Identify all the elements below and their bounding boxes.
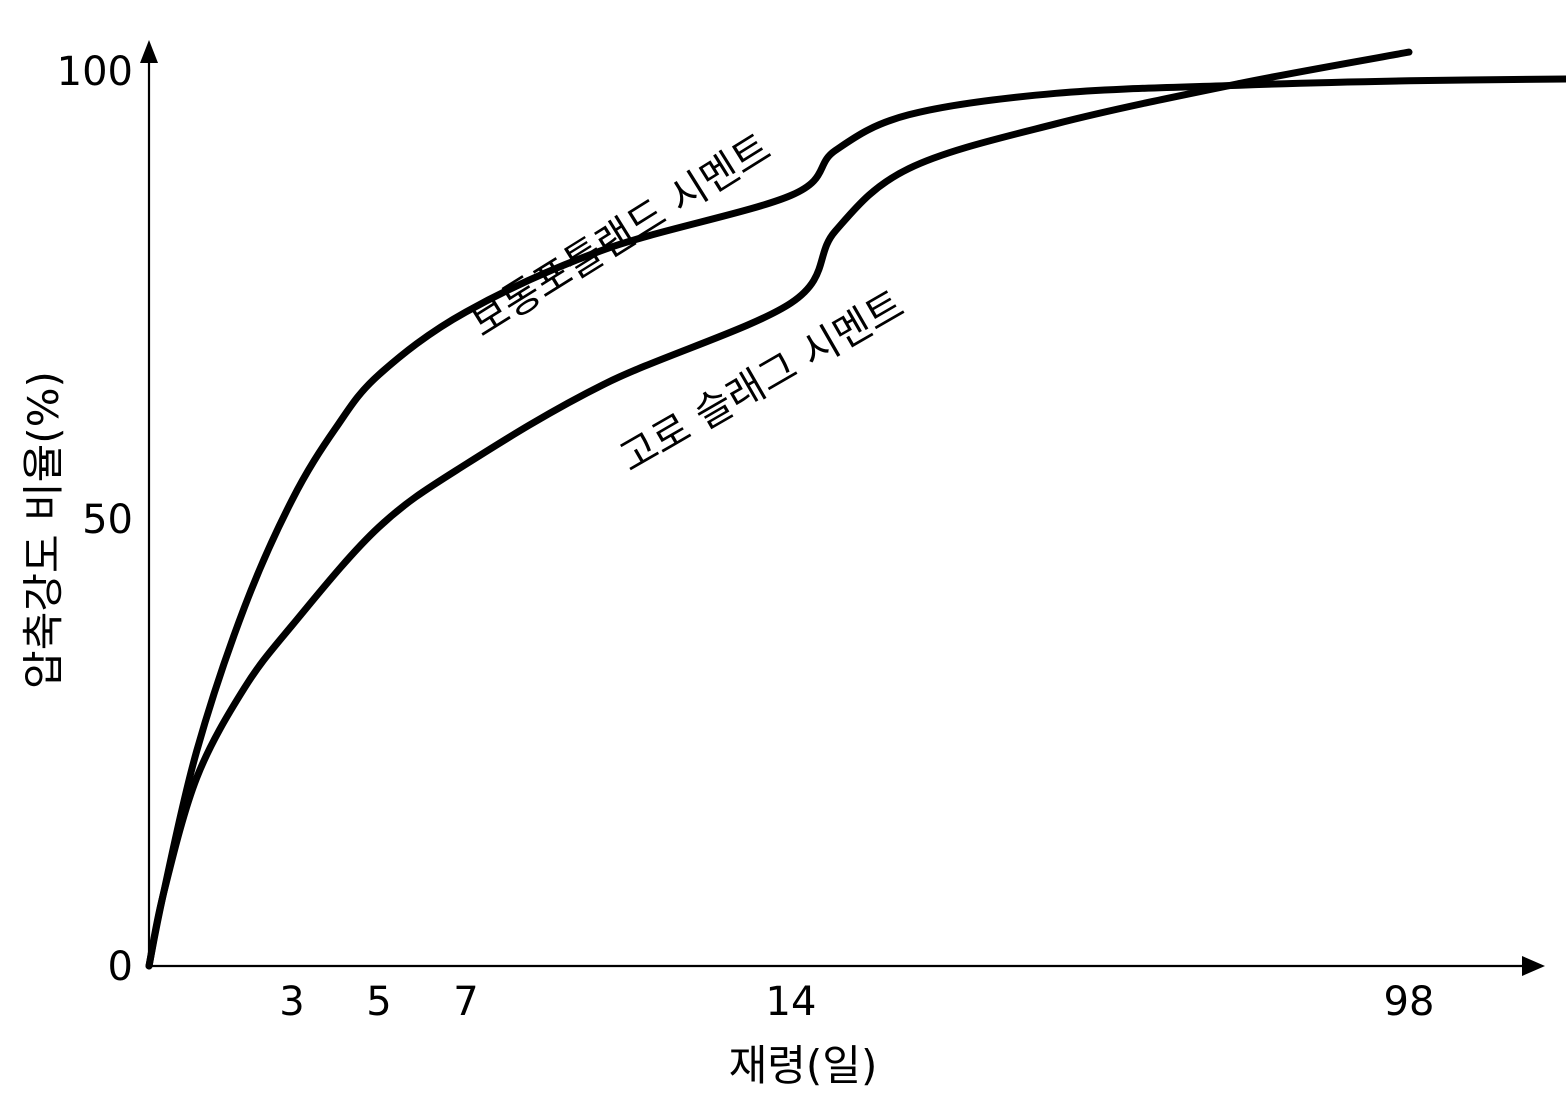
x-tick-label: 14 bbox=[766, 979, 817, 1025]
series-label-ordinary-portland-cement: 보통포틀랜드 시멘트 bbox=[463, 125, 779, 346]
series-line-ordinary-portland-cement bbox=[145, 75, 1566, 970]
y-tick-label: 0 bbox=[108, 944, 133, 990]
x-tick-label: 7 bbox=[453, 979, 478, 1025]
x-tick-label: 5 bbox=[366, 979, 391, 1025]
x-tick-label: 3 bbox=[279, 979, 304, 1025]
x-axis-arrowhead bbox=[1522, 956, 1545, 976]
y-axis-title: 압축강도 비율(%) bbox=[19, 371, 68, 689]
x-tick-label: 98 bbox=[1384, 979, 1435, 1025]
x-axis-title: 재령(일) bbox=[729, 1041, 878, 1090]
y-tick-label: 50 bbox=[82, 497, 133, 543]
series-label-blast-furnace-slag-cement: 고로 슬래그 시멘트 bbox=[612, 282, 912, 482]
series-line-blast-furnace-slag-cement bbox=[145, 48, 1413, 970]
y-tick-label: 100 bbox=[57, 49, 133, 95]
y-axis-arrowhead bbox=[140, 40, 158, 63]
